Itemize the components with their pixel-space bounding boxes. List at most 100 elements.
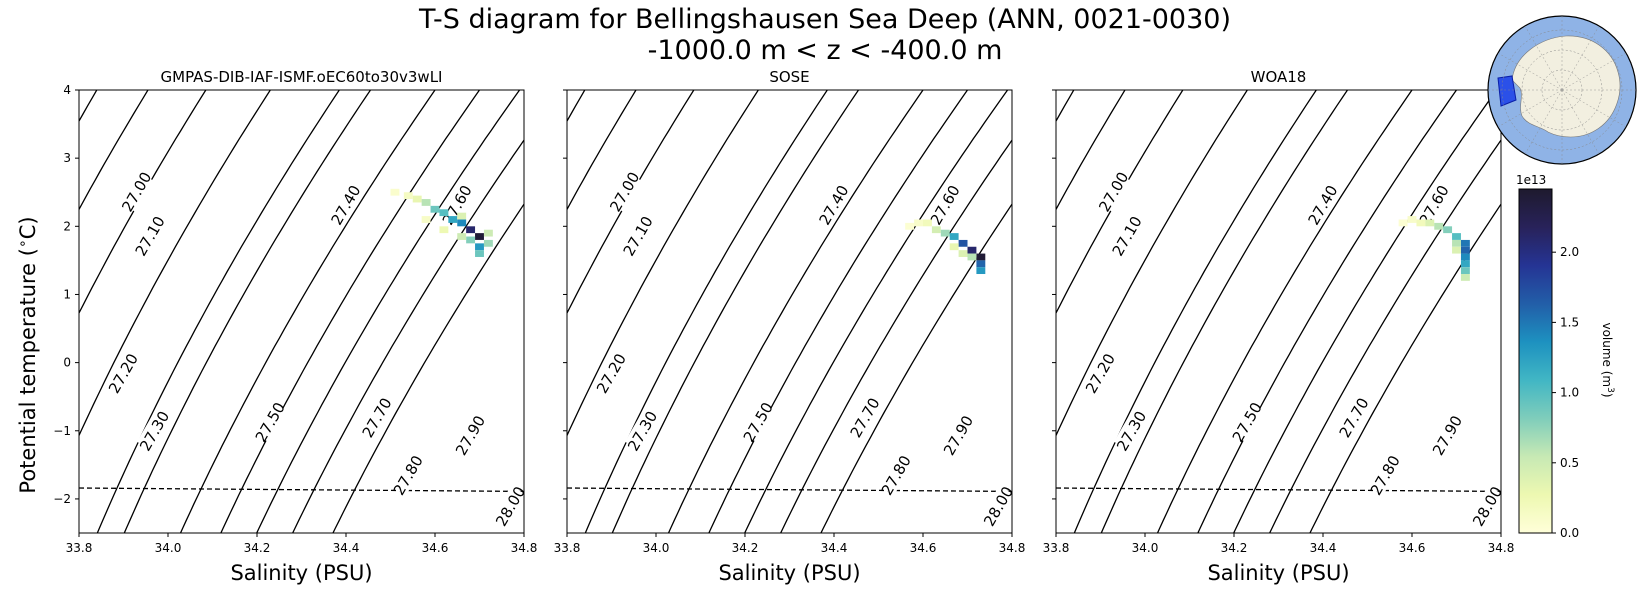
density-contour <box>123 90 372 533</box>
contour-label: 27.50 <box>740 399 777 445</box>
x-tick-label: 34.4 <box>1310 541 1337 555</box>
density-contour <box>79 90 207 315</box>
heatmap-cell <box>457 212 467 220</box>
heatmap-cell <box>448 216 458 223</box>
heatmap-cell <box>1460 260 1470 268</box>
x-tick-label: 34.4 <box>333 541 360 555</box>
heatmap-cell <box>457 233 467 240</box>
figure-subtitle: -1000.0 m < z < -400.0 m <box>648 35 1003 66</box>
contour-label: 27.30 <box>136 408 173 454</box>
y-tick-label: −1 <box>53 424 71 438</box>
x-tick-label: 33.8 <box>66 541 93 555</box>
x-tick-label: 33.8 <box>1043 541 1070 555</box>
panel-sose: 27.0027.1027.2027.3027.4027.5027.6027.70… <box>554 68 1026 585</box>
plot-area: 27.0027.1027.2027.3027.4027.5027.6027.70… <box>567 90 1012 533</box>
plot-area: 27.0027.1027.2027.3027.4027.5027.6027.70… <box>1056 90 1501 533</box>
density-contour <box>1268 138 1501 533</box>
x-tick-label: 34.0 <box>1132 541 1159 555</box>
figure-title: T-S diagram for Bellingshausen Sea Deep … <box>418 4 1231 35</box>
density-contour <box>1156 90 1413 533</box>
contour-label: 27.90 <box>940 412 977 458</box>
density-contour <box>611 90 860 533</box>
density-contour <box>1056 90 1249 437</box>
x-tick-label: 34.6 <box>422 541 449 555</box>
heatmap-cell <box>412 195 422 203</box>
axes-frame <box>566 89 1013 534</box>
density-contour <box>220 90 481 533</box>
colorbar-gradient <box>1518 188 1553 534</box>
heatmap-cell <box>1460 246 1470 254</box>
contour-label: 27.50 <box>1229 399 1266 445</box>
y-tick-label: 1 <box>63 287 71 301</box>
contour-label: 27.20 <box>105 350 142 396</box>
contour-label: 27.60 <box>927 182 964 228</box>
heatmap-cell <box>923 219 932 227</box>
heatmap-cell <box>483 239 493 247</box>
heatmap-cell <box>421 216 431 223</box>
heatmap-cell <box>430 205 440 213</box>
x-tick-label: 34.8 <box>1488 541 1515 555</box>
density-contour <box>584 90 829 533</box>
heatmap-cell <box>1398 219 1408 227</box>
map-antarctica <box>1511 35 1621 138</box>
colorbar-tick-label: 0.5 <box>1560 456 1579 470</box>
heatmap-cell <box>976 253 986 261</box>
contour-label: 27.10 <box>620 213 657 259</box>
contour-label: 27.20 <box>1082 350 1119 396</box>
heatmap-cell <box>466 226 476 234</box>
map-region <box>1497 75 1517 107</box>
panel-title: WOA18 <box>1251 68 1307 86</box>
y-tick-label: 2 <box>63 219 71 233</box>
y-axis-label: Potential temperature (∘C) <box>15 216 40 493</box>
density-contour <box>1233 90 1498 533</box>
panel-title: GMPAS-DIB-IAF-ISMF.oEC60to30v3wLI <box>161 68 443 86</box>
x-axis-label: Salinity (PSU) <box>718 561 860 585</box>
colorbar-tick-label: 2.0 <box>1560 245 1579 259</box>
heatmap-cell <box>976 267 986 275</box>
density-contour <box>1309 203 1501 533</box>
heatmap-cell <box>475 233 484 240</box>
x-tick-label: 34.6 <box>910 541 937 555</box>
x-tick-label: 34.6 <box>1399 541 1426 555</box>
density-contour <box>256 90 521 533</box>
heatmap-cell <box>457 219 467 227</box>
x-tick-label: 34.8 <box>511 541 538 555</box>
contour-label: 27.80 <box>878 452 915 498</box>
heatmap-cell <box>475 243 484 251</box>
x-tick-label: 33.8 <box>554 541 581 555</box>
heatmap-cell <box>1460 239 1470 247</box>
heatmap-cell <box>1452 246 1461 254</box>
density-contour <box>179 90 436 533</box>
x-axis-label: Salinity (PSU) <box>1207 561 1349 585</box>
contour-label: 27.70 <box>359 395 396 441</box>
heatmap-cell <box>914 219 923 227</box>
inset-map <box>1487 15 1637 165</box>
colorbar-exponent: 1e13 <box>1516 173 1546 187</box>
x-tick-label: 34.2 <box>732 541 759 555</box>
heatmap-cell <box>958 250 968 257</box>
y-tick-label: 0 <box>63 356 71 370</box>
heatmap-cell <box>421 199 431 206</box>
colorbar-tick-label: 1.0 <box>1560 386 1579 400</box>
x-tick-label: 34.4 <box>821 541 848 555</box>
density-contour <box>567 90 760 437</box>
y-tick-label: −2 <box>53 492 71 506</box>
heatmap-cell <box>1425 219 1435 227</box>
heatmap-cell <box>1452 233 1461 240</box>
density-contour <box>667 90 924 533</box>
density-contour <box>79 90 272 437</box>
heatmap-cell <box>967 253 977 261</box>
heatmap-cell <box>403 192 413 200</box>
heatmap-cell <box>1460 267 1470 275</box>
x-tick-label: 34.2 <box>244 541 271 555</box>
colorbar: 0.0 0.5 1.0 1.5 2.0 1e13 volume (m3) <box>1516 173 1615 540</box>
heatmap-cell <box>967 246 977 254</box>
x-tick-label: 34.0 <box>155 541 182 555</box>
y-tick-label: 3 <box>63 151 71 165</box>
heatmap-cell <box>439 209 449 217</box>
panel-title: SOSE <box>769 68 809 86</box>
heatmap-cell <box>483 229 493 237</box>
density-contour <box>708 90 969 533</box>
heatmap-cell <box>958 239 968 247</box>
